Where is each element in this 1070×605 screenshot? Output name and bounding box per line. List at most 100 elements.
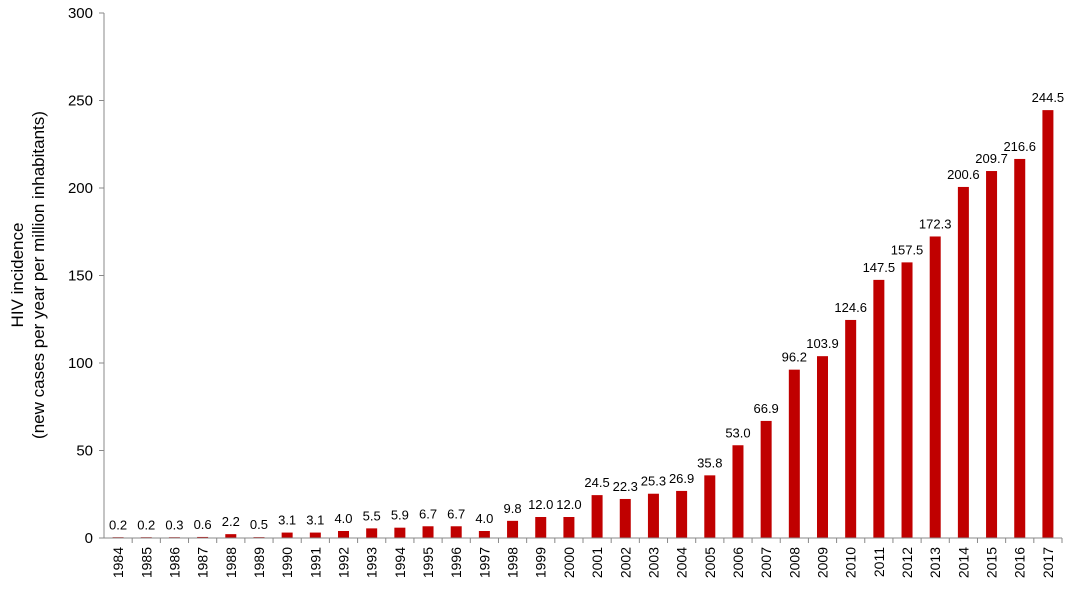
data-label: 22.3 [613, 479, 638, 494]
data-label: 147.5 [863, 260, 896, 275]
x-tick-label: 2016 [1012, 547, 1028, 578]
bar [929, 236, 941, 538]
bar [563, 517, 575, 538]
bar [281, 532, 293, 538]
x-tick-label: 2001 [589, 547, 605, 578]
data-label: 0.2 [109, 518, 127, 533]
x-tick-label: 2015 [984, 547, 1000, 578]
data-label: 0.2 [137, 518, 155, 533]
data-label: 26.9 [669, 471, 694, 486]
bar [366, 528, 378, 538]
x-tick-label: 1989 [251, 547, 267, 578]
data-label: 4.0 [475, 511, 493, 526]
y-axis-title-line2: (new cases per year per million inhabita… [29, 111, 48, 439]
x-tick-label: 1994 [392, 547, 408, 578]
data-label: 3.1 [278, 513, 296, 528]
bar [676, 490, 688, 538]
data-label: 103.9 [806, 336, 839, 351]
bar [338, 531, 349, 538]
bar [197, 536, 209, 538]
data-label: 5.5 [363, 508, 381, 523]
data-label: 12.0 [556, 497, 581, 512]
data-label: 6.7 [419, 506, 437, 521]
data-label: 0.3 [165, 517, 183, 532]
bar [422, 526, 434, 538]
x-tick-label: 1993 [364, 547, 380, 578]
x-tick-label: 1991 [307, 547, 323, 578]
x-tick-label: 1990 [279, 547, 295, 578]
data-label: 200.6 [947, 167, 980, 182]
bar [704, 475, 716, 538]
x-tick-label: 1999 [533, 547, 549, 578]
bar [1042, 110, 1054, 538]
data-label: 53.0 [725, 425, 750, 440]
bar [732, 445, 744, 538]
x-tick-label: 2010 [843, 547, 859, 578]
bar [760, 420, 772, 538]
x-tick-label: 1985 [138, 547, 154, 578]
data-label: 0.5 [250, 517, 268, 532]
data-label: 4.0 [334, 511, 352, 526]
x-tick-label: 2003 [645, 547, 661, 578]
x-tick-label: 1984 [110, 547, 126, 578]
x-tick-label: 2013 [927, 547, 943, 578]
data-label: 124.6 [834, 300, 867, 315]
bar [901, 262, 913, 538]
data-label: 244.5 [1032, 90, 1065, 105]
data-label: 6.7 [447, 506, 465, 521]
data-label: 35.8 [697, 455, 722, 470]
x-tick-label: 1996 [448, 547, 464, 578]
x-tick-label: 1987 [195, 547, 211, 578]
bar [478, 531, 490, 538]
x-tick-label: 1986 [166, 547, 182, 578]
data-label: 3.1 [306, 513, 324, 528]
bar [957, 186, 969, 538]
data-label: 172.3 [919, 216, 952, 231]
bar [619, 498, 631, 538]
y-tick-label: 300 [68, 5, 93, 22]
x-tick-label: 2011 [871, 547, 887, 577]
x-tick-label: 2008 [786, 547, 802, 578]
y-tick-label: 50 [76, 443, 93, 460]
bar [535, 517, 547, 538]
data-label: 12.0 [528, 497, 553, 512]
bar [873, 279, 885, 538]
x-axis: 1984 1985 1986 1987 1988 1989 1990 1991 1992 1993… [104, 537, 1063, 578]
y-axis-title: HIV incidence (new cases per year per mi… [8, 111, 48, 439]
x-tick-label: 2012 [899, 547, 915, 578]
data-label: 0.6 [194, 517, 212, 532]
x-tick-label: 2014 [955, 547, 971, 578]
data-label: 5.9 [391, 508, 409, 523]
y-tick-label: 250 [68, 93, 93, 110]
bar [986, 171, 998, 538]
data-label: 66.9 [753, 401, 778, 416]
bar [1014, 158, 1026, 538]
x-tick-label: 2000 [561, 547, 577, 578]
bar [507, 520, 519, 538]
y-tick-label: 0 [85, 530, 93, 547]
x-tick-label: 1997 [476, 547, 492, 578]
bar [817, 356, 828, 538]
x-tick-label: 2006 [730, 547, 746, 578]
x-tick-label: 2017 [1040, 547, 1056, 578]
data-label: 216.6 [1003, 139, 1036, 154]
data-label: 209.7 [975, 151, 1008, 166]
x-tick-label: 2004 [674, 547, 690, 578]
y-tick-label: 150 [68, 268, 93, 285]
data-label: 25.3 [641, 474, 666, 489]
x-tick-label: 2007 [758, 547, 774, 578]
data-label: 2.2 [222, 514, 240, 529]
x-tick-label: 1995 [420, 547, 436, 578]
data-label: 24.5 [584, 475, 609, 490]
x-tick-label: 1992 [336, 547, 352, 578]
bar [309, 532, 321, 538]
bar [394, 527, 406, 538]
y-tick-label: 100 [68, 355, 93, 372]
bar [591, 495, 603, 538]
bar [647, 493, 659, 538]
data-label: 9.8 [504, 501, 522, 516]
x-tick-label: 2005 [702, 547, 718, 578]
y-tick-label: 200 [68, 180, 93, 197]
